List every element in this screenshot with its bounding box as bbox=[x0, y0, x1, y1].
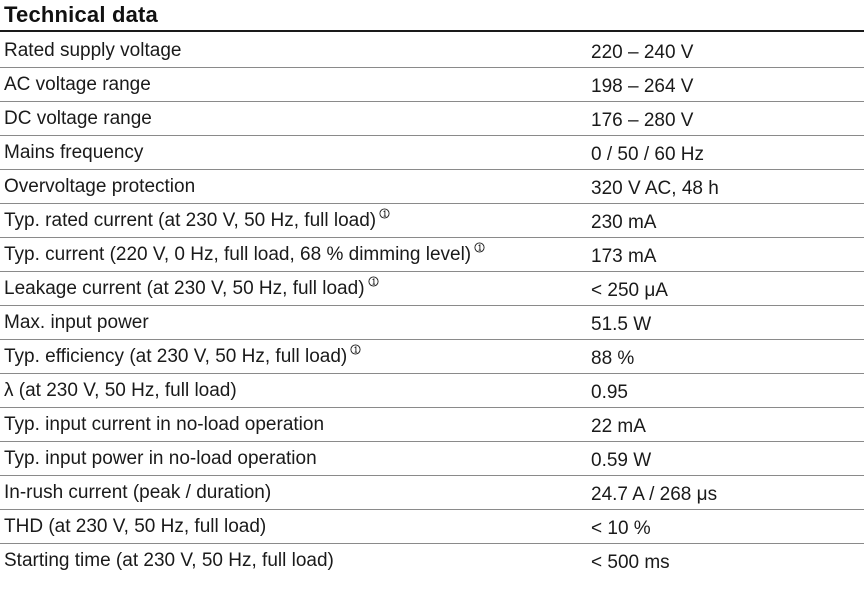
row-label: Typ. current (220 V, 0 Hz, full load, 68… bbox=[4, 238, 485, 272]
table-row: DC voltage range 176 – 280 V bbox=[0, 102, 864, 136]
section-title: Technical data bbox=[4, 2, 158, 27]
row-value: < 250 μA bbox=[591, 280, 668, 301]
row-value: 0.95 bbox=[591, 382, 628, 403]
spec-table: Rated supply voltage 220 – 240 V AC voltag… bbox=[0, 34, 864, 578]
row-label: Typ. rated current (at 230 V, 50 Hz, ful… bbox=[4, 204, 390, 238]
row-label-text: In-rush current (peak / duration) bbox=[4, 482, 272, 503]
row-label-text: Typ. input current in no-load operation bbox=[4, 414, 325, 435]
row-label: DC voltage range bbox=[4, 102, 152, 136]
table-row: Starting time (at 230 V, 50 Hz, full loa… bbox=[0, 544, 864, 578]
row-value: 51.5 W bbox=[591, 314, 652, 335]
row-label-text: Max. input power bbox=[4, 312, 149, 333]
row-value: 0.59 W bbox=[591, 450, 652, 471]
row-label-text: Leakage current (at 230 V, 50 Hz, full l… bbox=[4, 278, 365, 299]
row-label: Overvoltage protection bbox=[4, 170, 195, 204]
row-label: AC voltage range bbox=[4, 68, 151, 102]
row-value: 22 mA bbox=[591, 416, 646, 437]
table-row: In-rush current (peak / duration) 24.7 A … bbox=[0, 476, 864, 510]
row-label: Typ. input current in no-load operation bbox=[4, 408, 324, 442]
row-label: Typ. input power in no-load operation bbox=[4, 442, 317, 476]
table-row: AC voltage range 198 – 264 V bbox=[0, 68, 864, 102]
table-row: Max. input power 51.5 W bbox=[0, 306, 864, 340]
row-value: 220 – 240 V bbox=[591, 42, 694, 63]
footnote-1-icon bbox=[474, 242, 485, 253]
row-value: 230 mA bbox=[591, 212, 657, 233]
row-label-text: Typ. input power in no-load operation bbox=[4, 448, 317, 469]
footnote-1-icon bbox=[367, 276, 379, 287]
row-label-text: Typ. current (220 V, 0 Hz, full load, 68… bbox=[4, 244, 472, 265]
row-label: Mains frequency bbox=[4, 136, 143, 170]
row-label: Typ. efficiency (at 230 V, 50 Hz, full l… bbox=[4, 340, 361, 374]
table-row: Typ. rated current (at 230 V, 50 Hz, ful… bbox=[0, 204, 864, 238]
table-row: Rated supply voltage 220 – 240 V bbox=[0, 34, 864, 68]
table-row: Typ. input current in no-load operation 2… bbox=[0, 408, 864, 442]
row-value: 24.7 A / 268 μs bbox=[591, 484, 718, 505]
title-divider bbox=[0, 30, 864, 32]
row-label-text: Overvoltage protection bbox=[4, 176, 196, 197]
row-label-text: THD (at 230 V, 50 Hz, full load) bbox=[4, 516, 267, 537]
row-value: 320 V AC, 48 h bbox=[591, 178, 719, 199]
row-label-text: Mains frequency bbox=[4, 142, 144, 163]
row-value: < 10 % bbox=[591, 518, 651, 539]
row-label-text: DC voltage range bbox=[4, 108, 152, 129]
row-value: 173 mA bbox=[591, 246, 657, 267]
table-row: Typ. input power in no-load operation 0.5… bbox=[0, 442, 864, 476]
footnote-1-icon bbox=[350, 344, 361, 355]
table-row: Overvoltage protection 320 V AC, 48 h bbox=[0, 170, 864, 204]
row-label: In-rush current (peak / duration) bbox=[4, 476, 271, 510]
table-row: THD (at 230 V, 50 Hz, full load) < 10 % bbox=[0, 510, 864, 544]
table-row: Leakage current (at 230 V, 50 Hz, full l… bbox=[0, 272, 864, 306]
table-row: Typ. efficiency (at 230 V, 50 Hz, full l… bbox=[0, 340, 864, 374]
row-value: 88 % bbox=[591, 348, 635, 369]
row-label-text: λ (at 230 V, 50 Hz, full load) bbox=[4, 380, 237, 401]
row-label: Starting time (at 230 V, 50 Hz, full loa… bbox=[4, 544, 334, 578]
row-label-text: AC voltage range bbox=[4, 74, 151, 95]
row-label: λ (at 230 V, 50 Hz, full load) bbox=[4, 374, 237, 408]
row-label-text: Typ. rated current (at 230 V, 50 Hz, ful… bbox=[4, 210, 377, 231]
row-value: 0 / 50 / 60 Hz bbox=[591, 144, 705, 165]
footnote-1-icon bbox=[379, 208, 390, 219]
table-row: Mains frequency 0 / 50 / 60 Hz bbox=[0, 136, 864, 170]
table-row: λ (at 230 V, 50 Hz, full load) 0.95 bbox=[0, 374, 864, 408]
row-label: THD (at 230 V, 50 Hz, full load) bbox=[4, 510, 266, 544]
row-value: < 500 ms bbox=[591, 552, 670, 573]
row-label-text: Typ. efficiency (at 230 V, 50 Hz, full l… bbox=[4, 346, 348, 367]
row-label: Leakage current (at 230 V, 50 Hz, full l… bbox=[4, 272, 379, 306]
row-label: Max. input power bbox=[4, 306, 149, 340]
row-value: 198 – 264 V bbox=[591, 76, 694, 97]
row-value: 176 – 280 V bbox=[591, 110, 694, 131]
row-label: Rated supply voltage bbox=[4, 34, 181, 68]
row-label-text: Starting time (at 230 V, 50 Hz, full loa… bbox=[4, 550, 334, 571]
table-row: Typ. current (220 V, 0 Hz, full load, 68… bbox=[0, 238, 864, 272]
row-label-text: Rated supply voltage bbox=[4, 40, 182, 61]
